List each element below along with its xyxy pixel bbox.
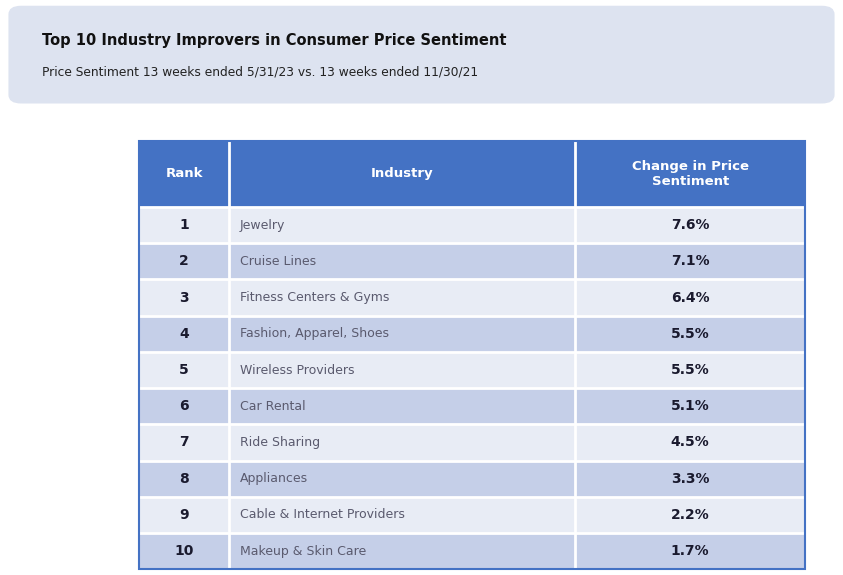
Bar	[139, 316, 229, 352]
Text: 7.1%: 7.1%	[671, 254, 710, 269]
Text: 7: 7	[180, 435, 189, 450]
Text: 5.5%: 5.5%	[671, 327, 710, 341]
Bar	[229, 207, 575, 243]
Text: Appliances: Appliances	[240, 472, 308, 485]
Bar	[575, 497, 805, 533]
Bar	[229, 279, 575, 316]
Text: 5: 5	[180, 363, 189, 377]
Bar	[139, 243, 229, 279]
Text: Fashion, Apparel, Shoes: Fashion, Apparel, Shoes	[240, 327, 389, 340]
Text: 3: 3	[180, 290, 189, 305]
Text: 2.2%: 2.2%	[671, 508, 710, 522]
Bar	[575, 316, 805, 352]
Bar	[575, 533, 805, 569]
Text: 1.7%: 1.7%	[671, 544, 710, 558]
Bar	[139, 207, 229, 243]
Bar	[575, 207, 805, 243]
Text: Jewelry: Jewelry	[240, 218, 285, 232]
Bar	[139, 352, 229, 388]
Bar	[575, 352, 805, 388]
Text: 5.1%: 5.1%	[671, 399, 710, 413]
Text: 4.5%: 4.5%	[671, 435, 710, 450]
Text: 3.3%: 3.3%	[671, 472, 710, 486]
Text: Ride Sharing: Ride Sharing	[240, 436, 320, 449]
Text: 8: 8	[180, 472, 189, 486]
Text: 5.5%: 5.5%	[671, 363, 710, 377]
Bar	[575, 243, 805, 279]
Bar	[575, 388, 805, 424]
Text: Industry: Industry	[371, 167, 433, 181]
Bar	[229, 533, 575, 569]
Bar	[229, 461, 575, 497]
Bar	[139, 461, 229, 497]
Text: Car Rental: Car Rental	[240, 400, 305, 413]
Bar	[229, 316, 575, 352]
Text: Makeup & Skin Care: Makeup & Skin Care	[240, 545, 366, 558]
Text: 6: 6	[180, 399, 189, 413]
Bar	[575, 279, 805, 316]
Text: 9: 9	[180, 508, 189, 522]
Text: 7.6%: 7.6%	[671, 218, 710, 232]
Text: 2: 2	[180, 254, 189, 269]
Bar	[229, 352, 575, 388]
Text: 10: 10	[175, 544, 194, 558]
Bar	[139, 279, 229, 316]
Bar	[229, 497, 575, 533]
Text: 1: 1	[180, 218, 189, 232]
Bar	[575, 141, 805, 207]
Bar	[229, 388, 575, 424]
Text: Price Sentiment 13 weeks ended 5/31/23 vs. 13 weeks ended 11/30/21: Price Sentiment 13 weeks ended 5/31/23 v…	[42, 66, 478, 79]
FancyBboxPatch shape	[8, 6, 835, 103]
Text: Cable & Internet Providers: Cable & Internet Providers	[240, 508, 405, 522]
Bar	[139, 533, 229, 569]
Bar	[575, 424, 805, 461]
Text: 6.4%: 6.4%	[671, 290, 710, 305]
Bar	[139, 497, 229, 533]
Bar	[229, 243, 575, 279]
Text: Rank: Rank	[165, 167, 203, 181]
Text: Change in Price
Sentiment: Change in Price Sentiment	[631, 160, 749, 188]
Text: Wireless Providers: Wireless Providers	[240, 363, 354, 377]
Bar	[139, 424, 229, 461]
Bar	[139, 141, 229, 207]
Bar	[139, 388, 229, 424]
Text: Top 10 Industry Improvers in Consumer Price Sentiment: Top 10 Industry Improvers in Consumer Pr…	[42, 33, 507, 48]
Bar	[575, 461, 805, 497]
Bar	[229, 141, 575, 207]
Bar	[229, 424, 575, 461]
Text: 4: 4	[180, 327, 189, 341]
Text: Cruise Lines: Cruise Lines	[240, 255, 316, 268]
Text: Fitness Centers & Gyms: Fitness Centers & Gyms	[240, 291, 389, 304]
